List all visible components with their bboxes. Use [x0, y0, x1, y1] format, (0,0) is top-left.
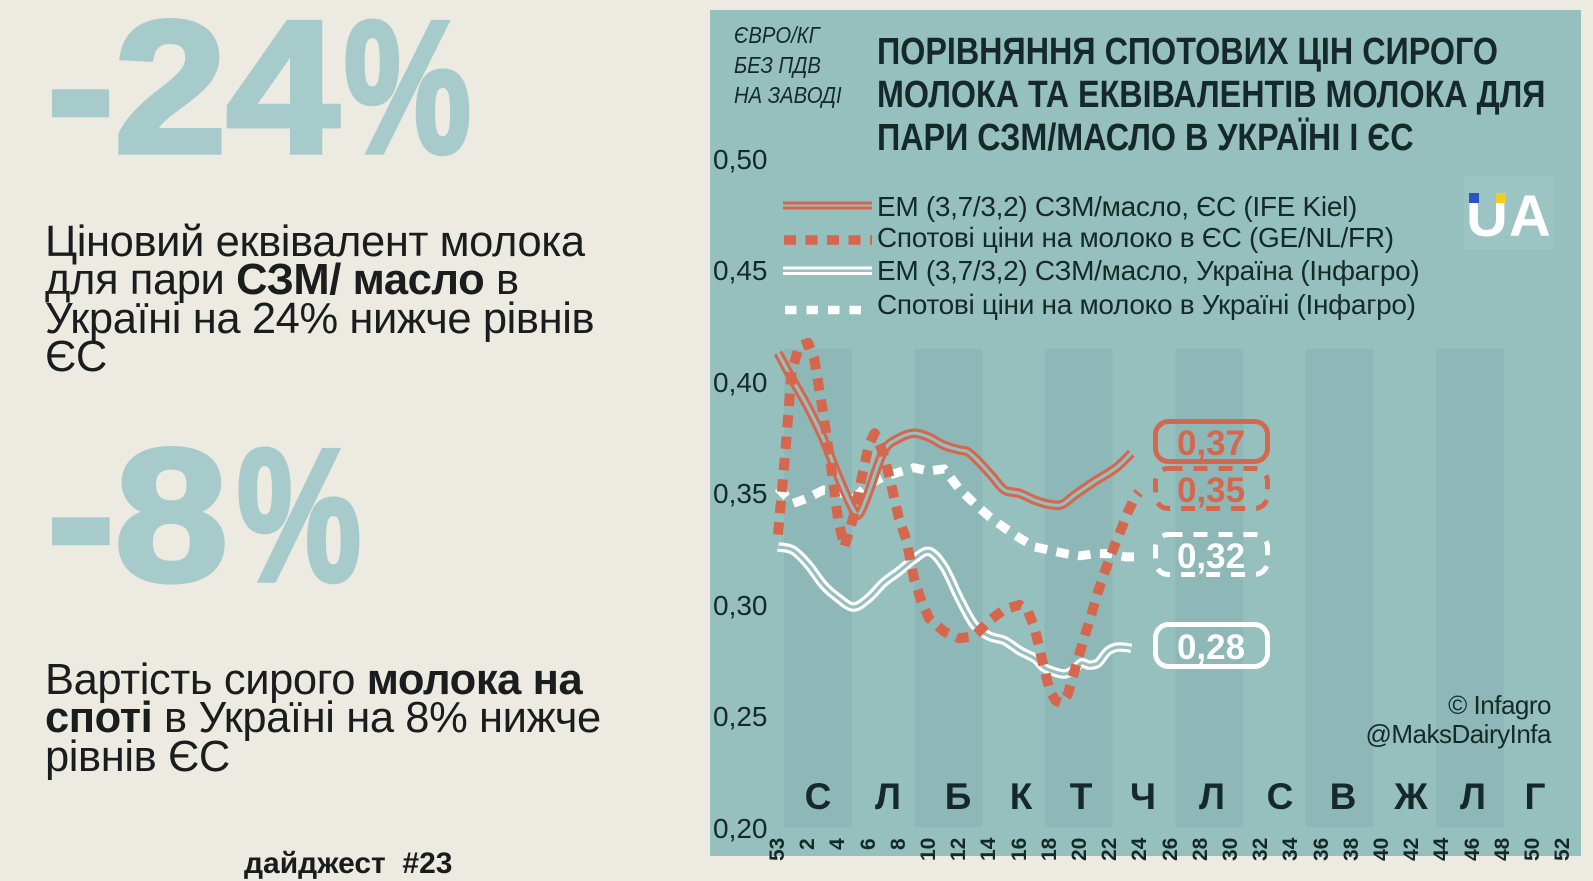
- svg-text:-8: -8: [47, 410, 228, 620]
- svg-text:0,32: 0,32: [1177, 537, 1245, 576]
- svg-text:-24: -24: [47, 0, 339, 192]
- svg-text:0,35: 0,35: [1177, 471, 1245, 510]
- svg-text:%: %: [237, 410, 361, 620]
- svg-text:%: %: [344, 0, 471, 192]
- svg-text:0,28: 0,28: [1177, 628, 1245, 667]
- svg-text:0,37: 0,37: [1177, 424, 1245, 463]
